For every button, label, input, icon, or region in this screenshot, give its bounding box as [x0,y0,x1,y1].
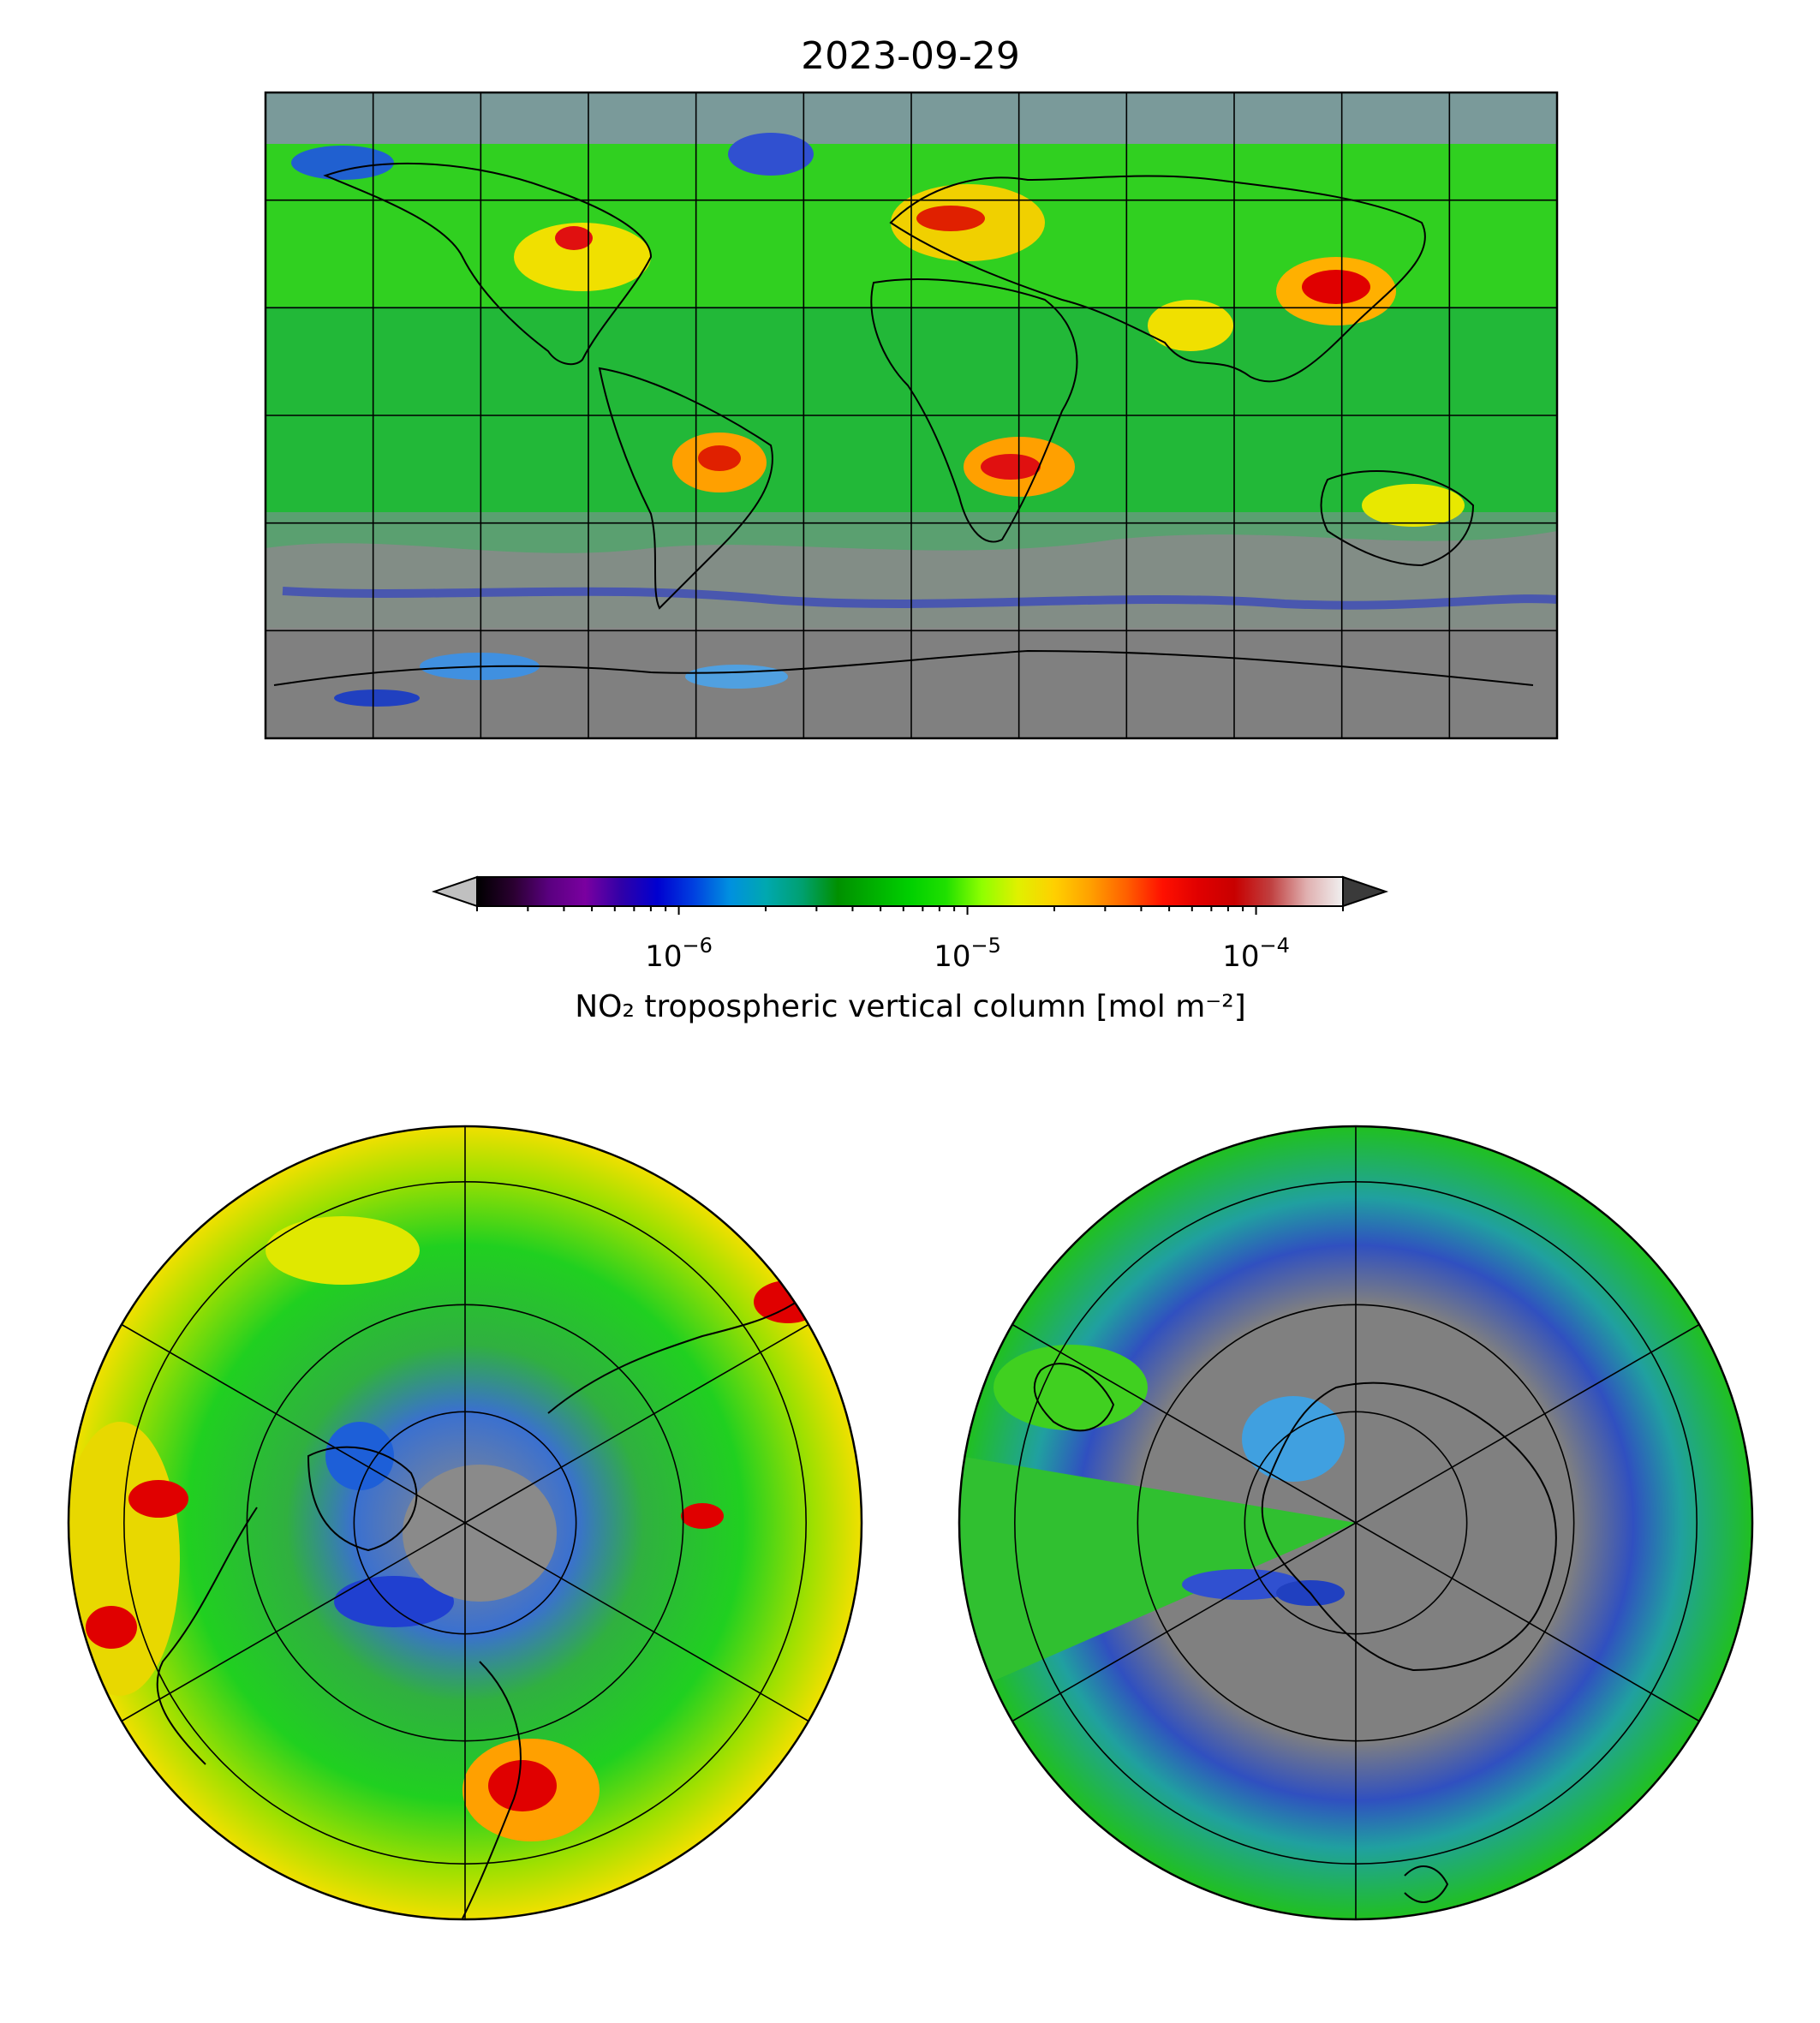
global-antarctic-blue-patch [685,665,788,689]
meridian-line [1011,1323,1357,1524]
np-yellow-region [69,1422,180,1696]
meridian-line [464,1522,809,1722]
hotspot-india [1148,300,1233,351]
colorbar-gradient [477,877,1343,906]
np-red-hotspot [128,1480,188,1518]
meridian-line [464,1323,809,1524]
colorbar-over-extension [1342,875,1389,908]
np-yellow-region [266,1216,420,1285]
np-coastlines [156,1301,797,1919]
colorbar-tick-label: 10−4 [1222,934,1290,974]
hotspot-australia [1362,484,1465,527]
np-blue-ring [334,1576,454,1627]
meridian-line [121,1323,466,1524]
colorbar-frame [476,876,1344,907]
meridian-line [1355,1522,1700,1722]
hotspot-north-america [514,223,651,291]
global-map-panel [264,91,1559,740]
colorbar-tick-label: 10−5 [934,934,1001,974]
np-red-hotspot [86,1606,137,1649]
global-arctic-blue-patch [728,133,814,176]
global-graticule [266,92,1557,738]
np-russia-hotspot [681,1503,724,1529]
colorbar-label: NO₂ tropospheric vertical column [mol m⁻… [575,989,1246,1024]
hotspot-north-america-core [555,226,593,250]
np-europe-core [488,1760,557,1811]
hotspot-china-core [1302,270,1370,304]
hotspot-europe-core [916,206,985,231]
np-graticule [121,1126,809,1919]
np-asia-hotspot [754,1280,822,1323]
np-gray-core [403,1465,557,1602]
colorbar-tick-labels: 10−6 10−5 10−4 [645,934,1290,974]
colorbar-ticks [476,906,1344,915]
sp-africa-green [994,1345,1148,1430]
north-polar-map-panel [67,1125,863,1921]
meridian-line [1355,1323,1700,1524]
colorbar: 10−6 10−5 10−4 NO₂ tropospheric vertical c… [431,875,1389,1024]
global-southern-blue-fringe [282,587,1557,610]
sp-frame [958,1125,1754,1921]
sp-blue-patch [1242,1396,1345,1482]
meridian-line [121,1522,466,1722]
hotspot-southern-africa-core [981,454,1041,480]
colorbar-under-extension [431,875,478,908]
hotspot-south-america-core [698,445,741,471]
sp-blue-patch [1182,1569,1302,1600]
global-map-frame [264,91,1559,740]
sp-green-sector [959,1456,1356,1696]
colorbar-tick-label: 10−6 [645,934,713,974]
np-blue-ring [325,1422,394,1490]
global-arctic-blue-patch [291,146,394,180]
np-frame [67,1125,863,1921]
south-polar-map-panel [958,1125,1754,1921]
sp-graticule [1011,1126,1700,1919]
figure-title: 2023-09-29 [801,34,1020,78]
meridian-line [1011,1522,1357,1722]
global-antarctic-blue-patch [334,689,420,707]
